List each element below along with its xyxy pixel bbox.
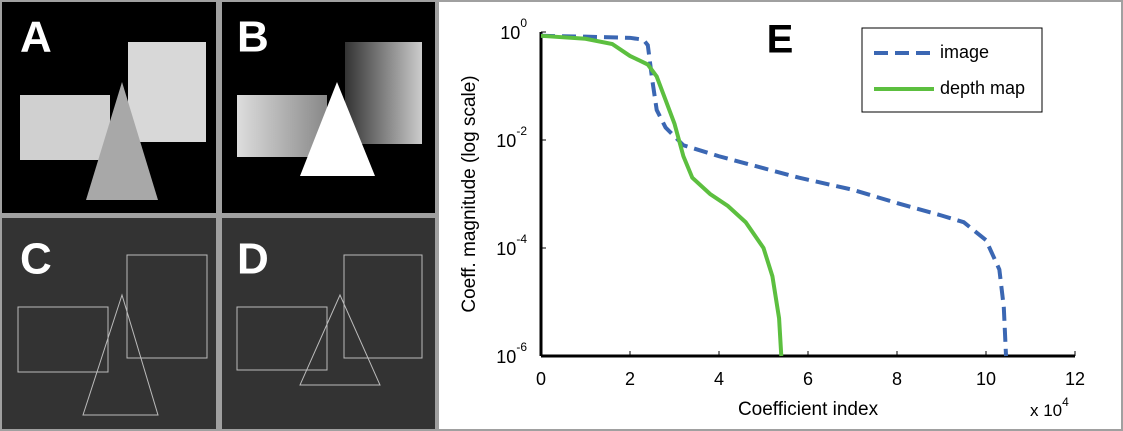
edges: [236, 254, 423, 386]
shape: [128, 42, 206, 142]
edges: [17, 254, 208, 416]
x-tick-label: 6: [803, 369, 813, 389]
panel-d: [222, 218, 435, 429]
legend-label: image: [940, 42, 989, 62]
x-multiplier-base: x 10: [1030, 401, 1062, 420]
y-tick-label: 10-6: [496, 340, 527, 367]
y-tick-base: 10: [496, 347, 516, 367]
y-tick-base: 10: [496, 239, 516, 259]
y-tick-exp: -2: [516, 124, 527, 138]
panel-label: A: [20, 13, 52, 62]
legend-box: [861, 27, 1043, 113]
y-tick-label: 10-2: [496, 124, 527, 151]
y-tick-exp: -6: [516, 340, 527, 354]
y-tick-label: 100: [500, 16, 527, 43]
shape: [345, 42, 422, 144]
chart-title: E: [767, 18, 794, 62]
x-axis-label: Coefficient index: [738, 399, 879, 420]
x-multiplier: x 104: [1030, 395, 1069, 420]
x-multiplier-exp: 4: [1062, 395, 1069, 409]
x-tick-label: 0: [536, 369, 546, 389]
y-tick-label: 10-4: [496, 232, 527, 259]
y-tick-base: 10: [496, 131, 516, 151]
shape: [86, 82, 158, 200]
series-line: [540, 33, 784, 357]
x-tick-label: 12: [1065, 369, 1085, 389]
x-tick-label: 2: [625, 369, 635, 389]
x-tick-label: 10: [976, 369, 996, 389]
panel-c: [2, 218, 216, 429]
panel-label: C: [20, 235, 52, 284]
panel-label: B: [237, 13, 269, 62]
y-tick-base: 10: [500, 23, 520, 43]
shape: [300, 82, 375, 176]
y-tick-exp: -4: [516, 232, 527, 246]
x-tick-label: 4: [714, 369, 724, 389]
series-line: [540, 33, 1009, 357]
shape: [20, 95, 110, 160]
panel-label: D: [237, 235, 269, 284]
x-tick-label: 8: [892, 369, 902, 389]
y-axis-label: Coeff. magnitude (log scale): [459, 75, 480, 312]
legend-label: depth map: [940, 78, 1025, 98]
y-tick-exp: 0: [520, 16, 527, 30]
